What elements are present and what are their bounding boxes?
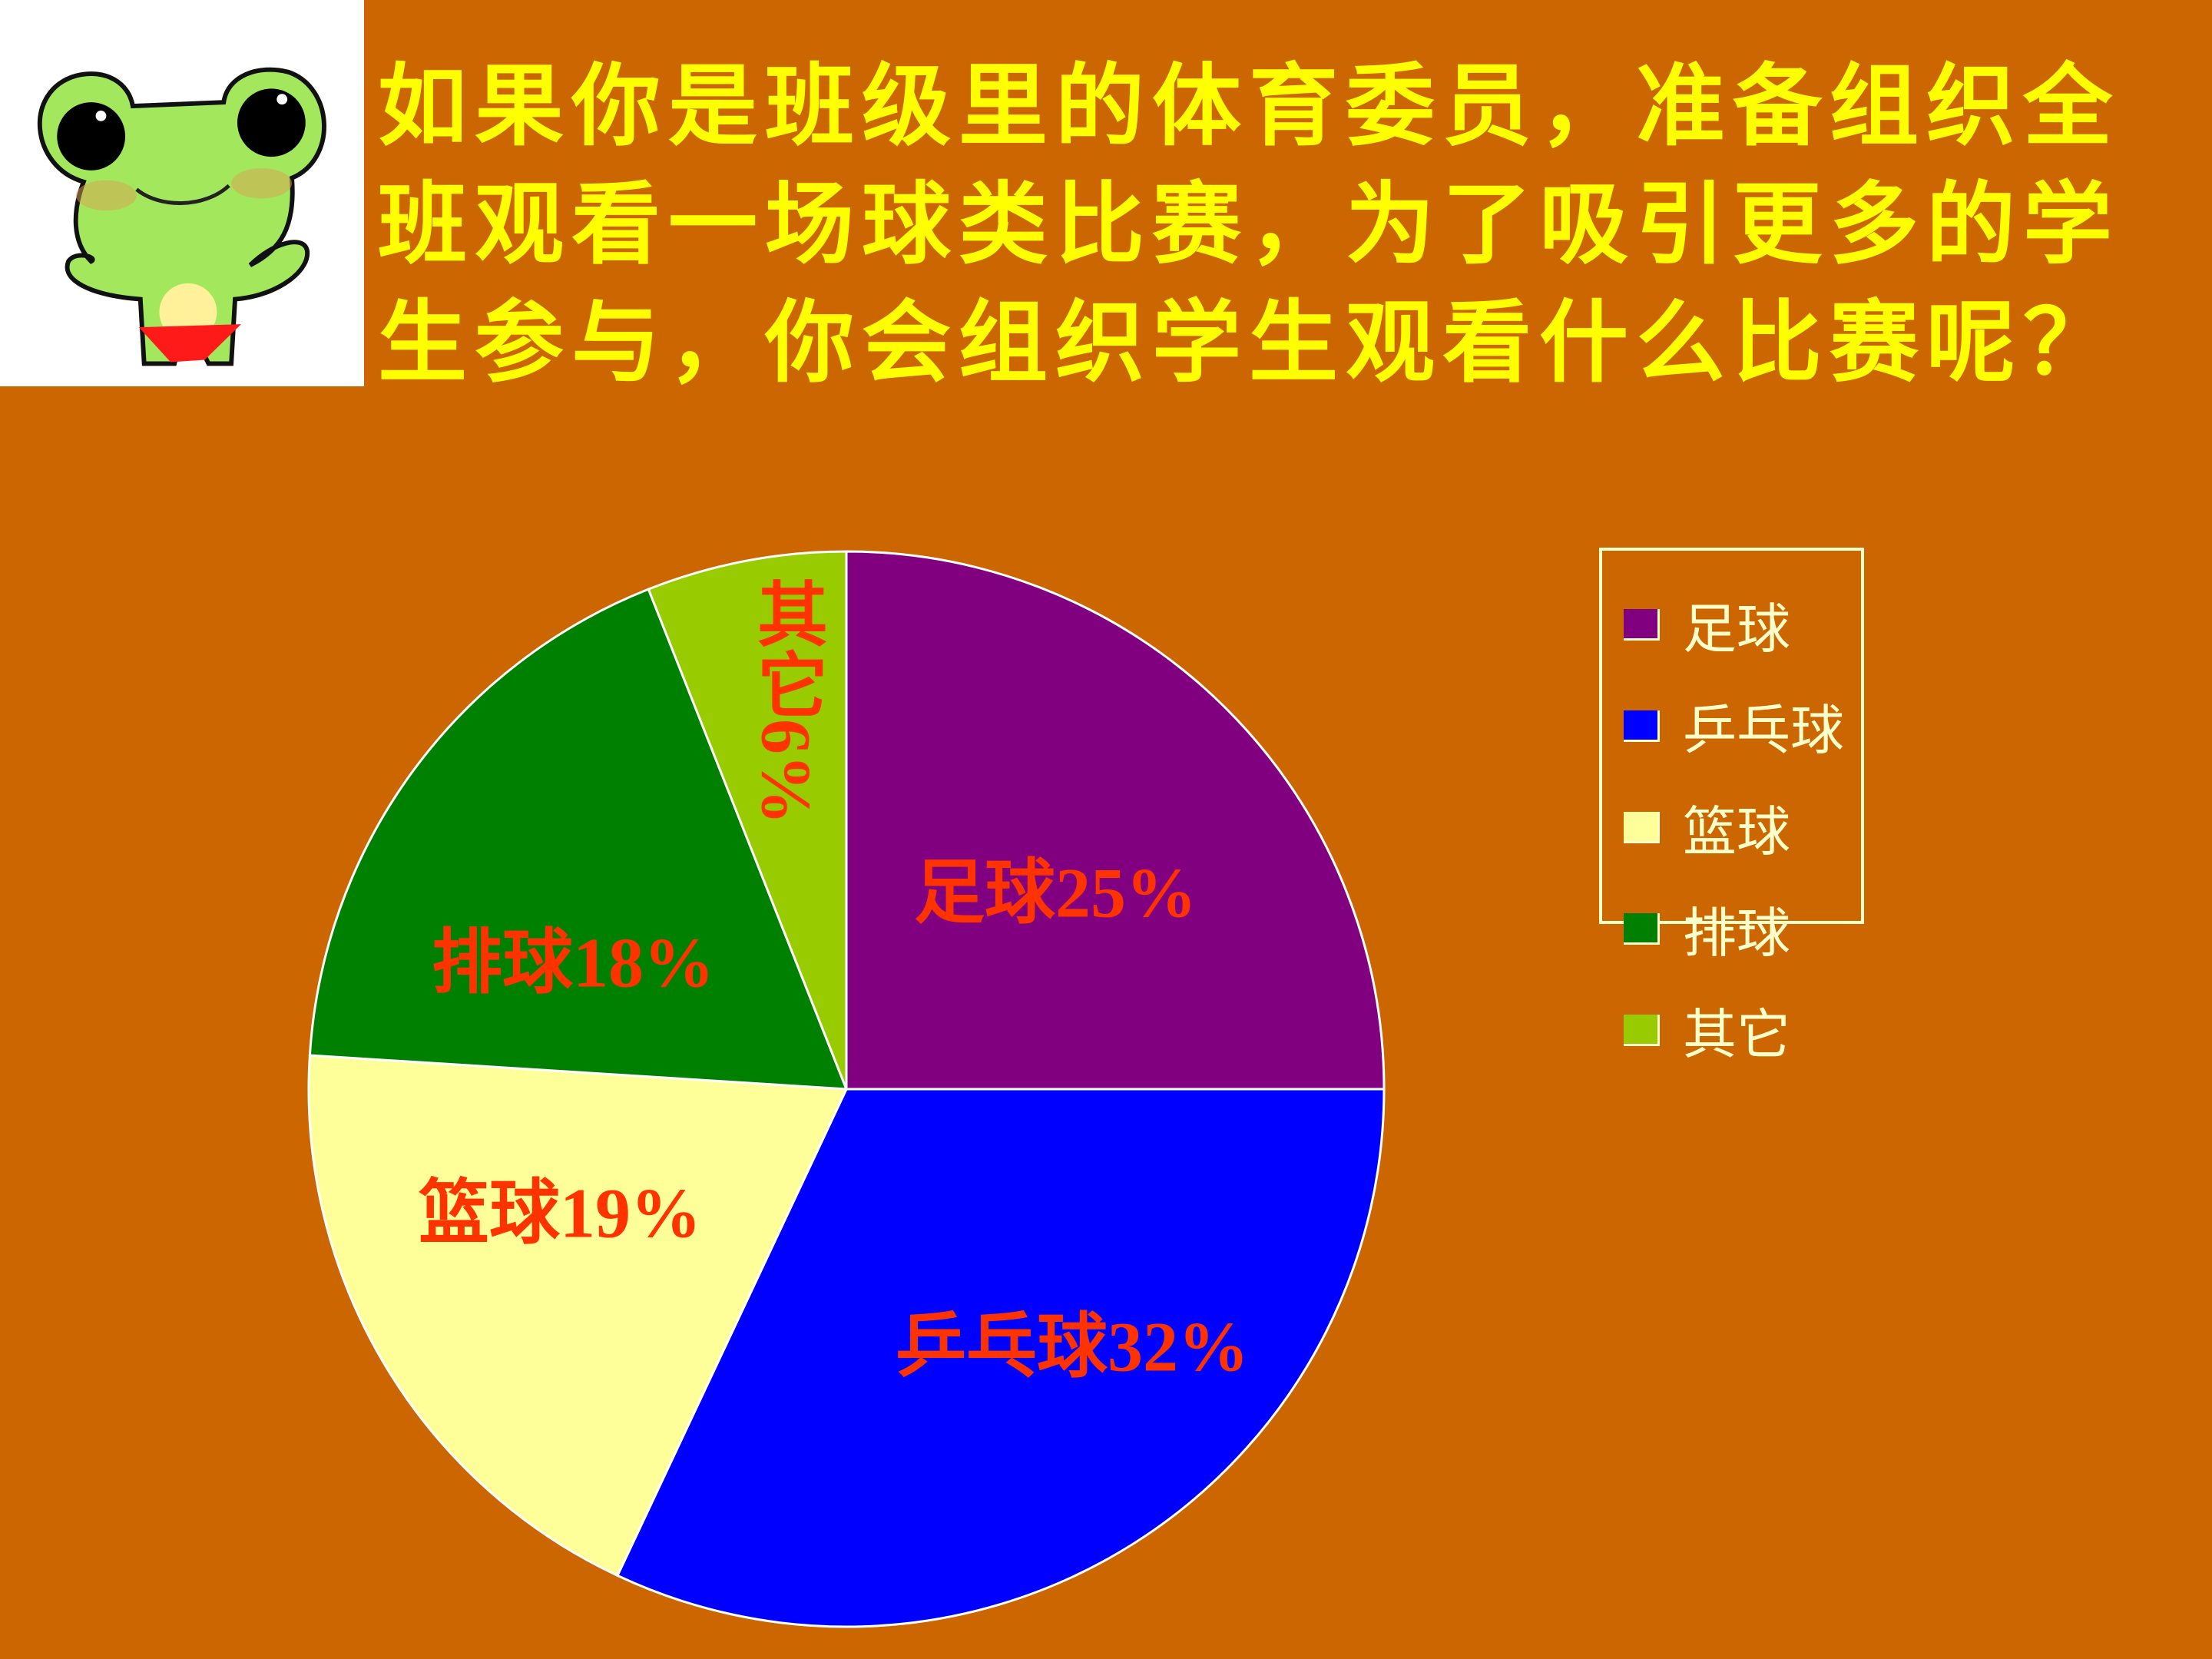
title-line: 生参与，你会组织学生观看什么比赛呢？ bbox=[378, 291, 2120, 395]
legend-label: 排球 bbox=[1683, 901, 1790, 965]
data-label-pingpong: 乒乓球32% bbox=[895, 1307, 1250, 1386]
data-label-other: 其它6% bbox=[747, 578, 826, 825]
slice-football bbox=[845, 550, 1386, 1091]
legend-item: 篮球 bbox=[1602, 777, 1861, 878]
title-line: 班观看一场球类比赛，为了吸引更多的学 bbox=[378, 173, 2120, 276]
legend-swatch bbox=[1624, 912, 1660, 945]
data-label-basketball: 篮球19% bbox=[418, 1174, 702, 1253]
legend-swatch bbox=[1624, 710, 1660, 742]
legend-swatch bbox=[1624, 608, 1660, 641]
slice-basketball bbox=[307, 1054, 849, 1578]
legend-label: 篮球 bbox=[1683, 800, 1790, 863]
question-title: 如果你是班级里的体育委员，准备组织全 班观看一场球类比赛，为了吸引更多的学 生参… bbox=[378, 48, 2190, 402]
title-line: 如果你是班级里的体育委员，准备组织全 bbox=[378, 55, 2120, 158]
legend-item: 足球 bbox=[1602, 574, 1861, 675]
chart-legend: 足球乒乓球篮球排球其它 bbox=[1599, 548, 1864, 1066]
legend-item: 排球 bbox=[1602, 878, 1861, 979]
slice-volleyball bbox=[308, 588, 849, 1091]
data-label-football: 足球25% bbox=[913, 853, 1197, 932]
slice-other bbox=[647, 550, 848, 1090]
legend-label: 其它 bbox=[1683, 1002, 1790, 1066]
legend-label: 乒乓球 bbox=[1683, 698, 1844, 762]
slice-pingpong bbox=[615, 1088, 1386, 1628]
legend-item: 乒乓球 bbox=[1602, 675, 1861, 777]
legend-label: 足球 bbox=[1683, 597, 1790, 661]
legend-swatch bbox=[1624, 811, 1660, 843]
data-label-volleyball: 排球18% bbox=[431, 923, 715, 1002]
frog-illustration bbox=[0, 0, 364, 386]
legend-swatch bbox=[1624, 1014, 1660, 1046]
legend-item: 其它 bbox=[1602, 979, 1861, 1081]
